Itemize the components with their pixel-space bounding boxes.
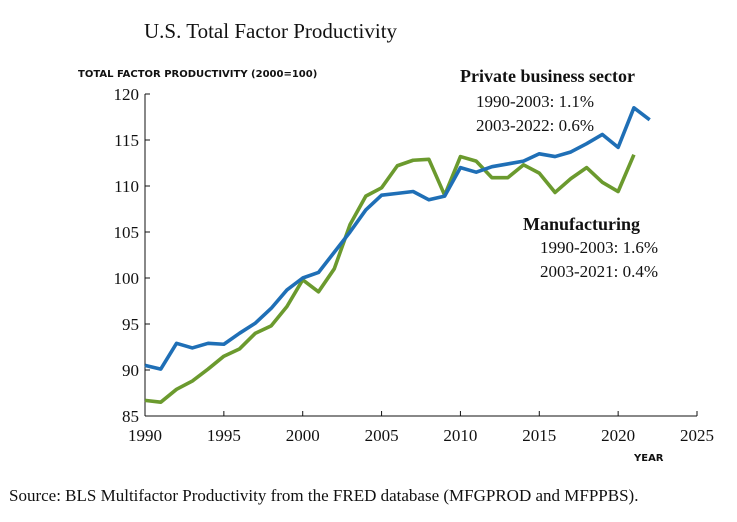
- x-axis-label: YEAR: [633, 453, 664, 464]
- y-tick-label: 100: [114, 269, 140, 288]
- chart-title: U.S. Total Factor Productivity: [144, 19, 398, 43]
- annotation-manufacturing-line-1: 1990-2003: 1.6%: [540, 238, 658, 257]
- productivity-chart: U.S. Total Factor Productivity TOTAL FAC…: [78, 19, 715, 464]
- annotation-private-line-2: 2003-2022: 0.6%: [476, 116, 594, 135]
- y-tick-label: 120: [114, 85, 140, 104]
- series-line-private-business: [144, 106, 651, 371]
- series-line-manufacturing: [144, 154, 636, 405]
- x-tick-label: 2000: [286, 426, 320, 445]
- y-tick-label: 110: [114, 177, 139, 196]
- tick-labels: 85 90 95 100 105 110 115 120 1990 1995 2000 2005 201…: [114, 85, 715, 445]
- y-tick-label: 95: [122, 315, 139, 334]
- annotation-manufacturing-line-2: 2003-2021: 0.4%: [540, 262, 658, 281]
- x-tick-label: 2005: [365, 426, 399, 445]
- x-tick-label: 2010: [443, 426, 477, 445]
- annotation-private-line-1: 1990-2003: 1.1%: [476, 92, 594, 111]
- annotation-private-heading: Private business sector: [460, 66, 635, 86]
- x-tick-label: 2025: [680, 426, 714, 445]
- axes: [144, 93, 698, 417]
- y-tick-label: 115: [114, 131, 139, 150]
- x-tick-label: 2020: [601, 426, 635, 445]
- x-tick-label: 1990: [128, 426, 162, 445]
- y-tick-label: 105: [114, 223, 140, 242]
- y-tick-label: 85: [122, 407, 139, 426]
- x-tick-label: 2015: [522, 426, 556, 445]
- series-lines: [144, 106, 651, 405]
- source-note: Source: BLS Multifactor Productivity fro…: [9, 486, 639, 505]
- y-tick-label: 90: [122, 361, 139, 380]
- y-axis-label: TOTAL FACTOR PRODUCTIVITY (2000=100): [78, 69, 317, 80]
- x-tick-label: 1995: [207, 426, 241, 445]
- annotation-private-business: Private business sector 1990-2003: 1.1% …: [460, 66, 635, 135]
- annotation-manufacturing-heading: Manufacturing: [523, 214, 640, 234]
- annotation-manufacturing: Manufacturing 1990-2003: 1.6% 2003-2021:…: [523, 214, 658, 281]
